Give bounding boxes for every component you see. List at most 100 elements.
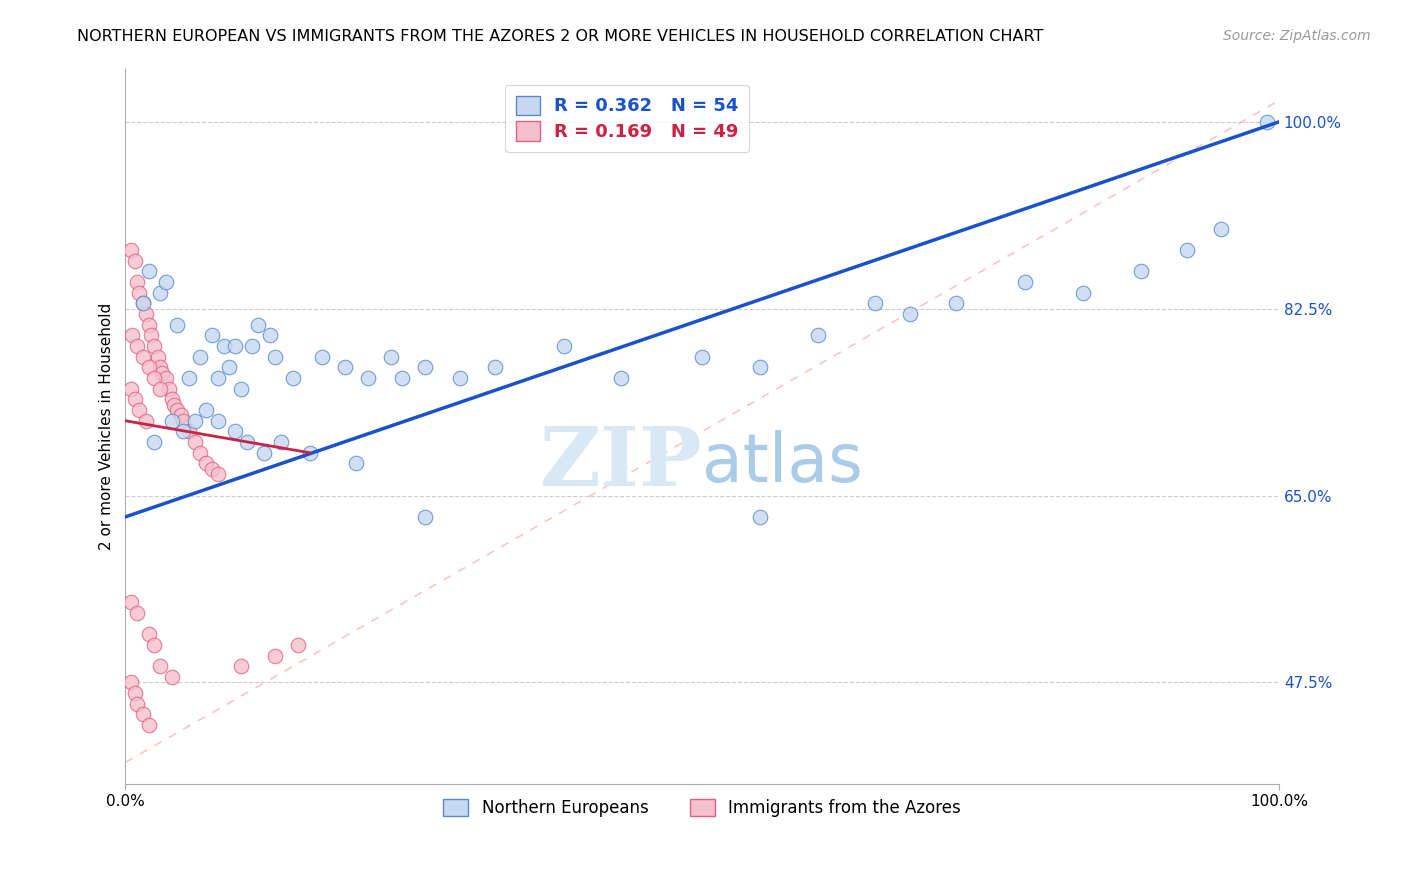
Text: NORTHERN EUROPEAN VS IMMIGRANTS FROM THE AZORES 2 OR MORE VEHICLES IN HOUSEHOLD : NORTHERN EUROPEAN VS IMMIGRANTS FROM THE… <box>77 29 1043 44</box>
Point <box>610 371 633 385</box>
Point <box>264 648 287 663</box>
Point <box>132 296 155 310</box>
Point <box>166 403 188 417</box>
Point <box>281 371 304 385</box>
Point <box>183 414 205 428</box>
Point <box>138 318 160 332</box>
Point <box>143 371 166 385</box>
Point <box>132 296 155 310</box>
Point <box>190 446 212 460</box>
Point <box>1071 285 1094 300</box>
Point <box>150 366 173 380</box>
Point <box>125 339 148 353</box>
Point <box>172 414 194 428</box>
Point <box>224 339 246 353</box>
Point <box>264 350 287 364</box>
Point <box>449 371 471 385</box>
Point <box>1129 264 1152 278</box>
Point <box>229 382 252 396</box>
Text: ZIP: ZIP <box>540 424 702 503</box>
Point <box>135 307 157 321</box>
Point <box>748 509 770 524</box>
Point <box>190 350 212 364</box>
Point <box>149 659 172 673</box>
Point <box>143 638 166 652</box>
Point <box>138 718 160 732</box>
Point <box>224 425 246 439</box>
Point <box>143 339 166 353</box>
Point <box>124 686 146 700</box>
Point <box>235 435 257 450</box>
Point <box>160 414 183 428</box>
Point <box>690 350 713 364</box>
Point <box>155 371 177 385</box>
Point <box>299 446 322 460</box>
Point <box>229 659 252 673</box>
Point <box>380 350 402 364</box>
Text: Source: ZipAtlas.com: Source: ZipAtlas.com <box>1223 29 1371 43</box>
Point <box>125 275 148 289</box>
Point <box>139 328 162 343</box>
Point <box>120 675 142 690</box>
Point <box>138 627 160 641</box>
Point <box>748 360 770 375</box>
Point <box>201 328 224 343</box>
Point <box>132 350 155 364</box>
Point <box>128 403 150 417</box>
Point <box>415 360 437 375</box>
Point <box>149 360 172 375</box>
Point <box>247 318 270 332</box>
Text: atlas: atlas <box>702 431 863 497</box>
Point <box>146 350 169 364</box>
Point <box>259 328 281 343</box>
Point <box>121 328 143 343</box>
Point <box>166 318 188 332</box>
Point <box>806 328 828 343</box>
Point <box>311 350 333 364</box>
Point <box>1211 221 1233 235</box>
Point <box>149 382 172 396</box>
Point <box>132 707 155 722</box>
Y-axis label: 2 or more Vehicles in Household: 2 or more Vehicles in Household <box>100 302 114 549</box>
Point <box>120 595 142 609</box>
Legend: Northern Europeans, Immigrants from the Azores: Northern Europeans, Immigrants from the … <box>434 790 970 825</box>
Point <box>163 398 186 412</box>
Point <box>1256 115 1278 129</box>
Point <box>172 425 194 439</box>
Point <box>333 360 356 375</box>
Point <box>344 457 367 471</box>
Point <box>124 392 146 407</box>
Point <box>484 360 506 375</box>
Point <box>124 253 146 268</box>
Point <box>177 425 200 439</box>
Point <box>945 296 967 310</box>
Point <box>170 409 193 423</box>
Point <box>160 670 183 684</box>
Point <box>212 339 235 353</box>
Point <box>270 435 292 450</box>
Point <box>143 435 166 450</box>
Point <box>240 339 263 353</box>
Point <box>207 414 229 428</box>
Point <box>391 371 413 385</box>
Point <box>135 414 157 428</box>
Point <box>287 638 309 652</box>
Point <box>160 392 183 407</box>
Point <box>149 285 172 300</box>
Point <box>125 606 148 620</box>
Point <box>253 446 276 460</box>
Point <box>155 275 177 289</box>
Point <box>207 467 229 482</box>
Point <box>218 360 240 375</box>
Point <box>183 435 205 450</box>
Point <box>898 307 921 321</box>
Point <box>201 462 224 476</box>
Point <box>138 360 160 375</box>
Point <box>1014 275 1036 289</box>
Point <box>207 371 229 385</box>
Point <box>195 457 218 471</box>
Point <box>128 285 150 300</box>
Point <box>357 371 380 385</box>
Point <box>415 509 437 524</box>
Point <box>120 382 142 396</box>
